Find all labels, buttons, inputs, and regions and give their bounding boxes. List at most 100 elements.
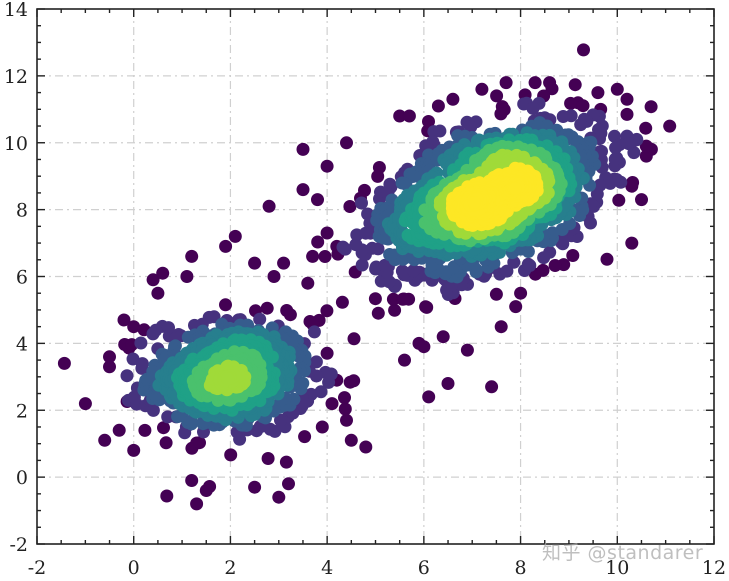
data-point	[433, 124, 447, 138]
data-point	[253, 312, 267, 326]
data-point	[112, 423, 126, 437]
data-point	[221, 372, 235, 385]
data-point	[460, 343, 474, 357]
data-point	[620, 92, 634, 106]
data-point	[160, 489, 174, 503]
data-point	[574, 118, 588, 132]
data-point	[127, 320, 141, 334]
data-point	[489, 287, 503, 301]
data-point	[556, 232, 569, 246]
data-point	[262, 199, 276, 213]
data-point	[219, 298, 232, 312]
data-point	[146, 273, 160, 287]
x-tick-label: 4	[321, 557, 333, 579]
y-tick-label: -2	[9, 534, 28, 556]
data-point	[248, 480, 262, 494]
data-point	[507, 255, 521, 269]
data-point	[307, 325, 321, 339]
data-point	[127, 443, 141, 457]
data-point	[335, 295, 349, 309]
data-point	[157, 421, 170, 435]
data-point	[343, 200, 357, 213]
x-tick-label: 2	[224, 557, 236, 579]
data-point	[98, 433, 112, 447]
data-point	[322, 375, 336, 389]
data-point	[146, 327, 160, 341]
data-point	[320, 304, 334, 318]
data-point	[282, 477, 295, 491]
data-point	[663, 119, 677, 133]
data-point	[228, 229, 242, 243]
data-point	[509, 300, 523, 314]
data-point	[514, 286, 528, 300]
data-point	[436, 330, 450, 344]
data-point	[301, 276, 315, 290]
data-point	[564, 96, 578, 110]
y-tick-label: 0	[16, 467, 28, 489]
data-point	[371, 306, 385, 320]
watermark: 知乎 @standarer	[542, 542, 704, 564]
data-point	[422, 390, 436, 404]
data-point	[566, 249, 580, 262]
data-point	[296, 183, 310, 197]
data-point	[248, 256, 262, 270]
data-point	[314, 385, 328, 399]
data-point	[467, 196, 481, 209]
data-point	[490, 89, 504, 103]
data-point	[306, 249, 320, 263]
data-point	[340, 413, 353, 427]
data-point	[417, 340, 431, 354]
data-point	[577, 43, 590, 57]
data-point	[134, 336, 148, 350]
data-point	[556, 110, 570, 123]
x-tick-label: 10	[605, 557, 629, 579]
data-point	[311, 235, 325, 249]
data-point	[261, 452, 275, 465]
data-point	[283, 308, 297, 322]
data-point	[117, 313, 131, 327]
data-point	[78, 397, 92, 411]
data-point	[635, 193, 648, 207]
data-point	[398, 353, 411, 367]
scatter-points	[57, 43, 677, 511]
x-tick-label: -2	[28, 557, 47, 579]
data-point	[399, 177, 413, 191]
data-point	[494, 320, 508, 334]
data-point	[277, 256, 291, 270]
data-point	[543, 245, 557, 259]
data-point	[272, 490, 286, 504]
data-point	[568, 78, 582, 92]
y-tick-label: 4	[16, 333, 28, 355]
data-point	[422, 115, 435, 128]
y-tick-label: 10	[4, 133, 28, 155]
data-point	[355, 243, 369, 257]
y-tick-label: 8	[16, 200, 28, 222]
data-point	[311, 193, 324, 207]
data-point	[612, 193, 626, 207]
data-point	[355, 196, 368, 210]
data-point	[103, 350, 116, 364]
data-point	[338, 242, 352, 256]
y-tick-label: 12	[4, 66, 28, 88]
data-point	[521, 257, 535, 271]
x-tick-labels: -2 0 2 4 6 8 10 12	[28, 557, 726, 579]
data-point	[156, 266, 170, 280]
data-point	[57, 356, 71, 370]
data-point	[315, 420, 329, 434]
data-point	[120, 369, 134, 383]
data-point	[296, 142, 310, 156]
data-point	[591, 86, 605, 100]
y-tick-label: 14	[4, 0, 28, 21]
data-point	[224, 448, 238, 462]
data-point	[371, 242, 385, 256]
data-point	[298, 430, 312, 444]
data-point	[260, 301, 274, 315]
data-point	[610, 82, 624, 96]
data-point	[494, 107, 508, 121]
data-point	[526, 101, 540, 115]
data-point	[135, 361, 149, 375]
data-point	[593, 178, 607, 192]
data-point	[395, 264, 409, 278]
data-point	[325, 397, 339, 411]
data-point	[371, 169, 385, 183]
